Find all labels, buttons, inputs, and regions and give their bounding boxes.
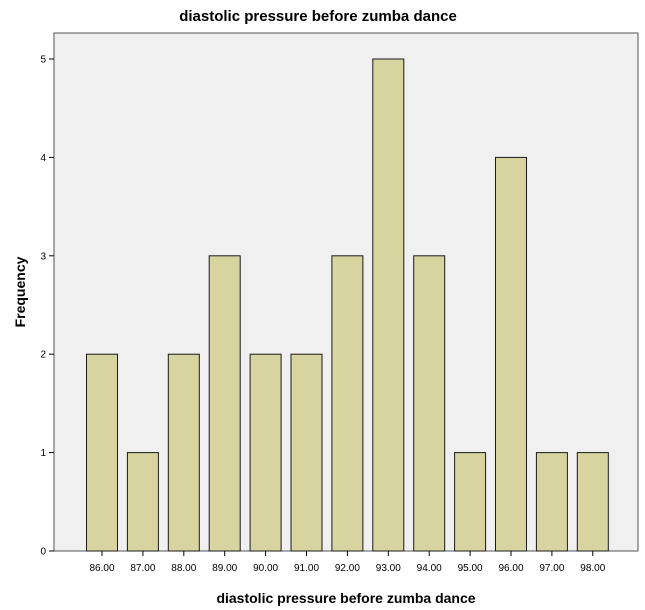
x-tick-label: 89.00 <box>212 563 237 574</box>
x-tick-label: 95.00 <box>458 563 483 574</box>
x-tick-label: 88.00 <box>171 563 196 574</box>
bar-90.00 <box>249 353 282 552</box>
bar-97.00 <box>535 452 568 552</box>
bar-92.00 <box>331 255 364 552</box>
x-tick-label: 91.00 <box>294 563 319 574</box>
x-axis-title: diastolic pressure before zumba dance <box>216 590 475 606</box>
bar-91.00 <box>290 353 323 552</box>
bar-98.00 <box>576 452 609 552</box>
x-tick-label: 96.00 <box>498 563 523 574</box>
x-tick-label: 93.00 <box>376 563 401 574</box>
bar-89.00 <box>208 255 241 552</box>
bars-group <box>86 58 609 552</box>
bar-94.00 <box>413 255 446 552</box>
x-tick-label: 86.00 <box>89 563 114 574</box>
y-tick-label: 4 <box>40 153 46 164</box>
x-tick-label: 98.00 <box>580 563 605 574</box>
bar-86.00 <box>86 353 118 552</box>
chart-title: diastolic pressure before zumba dance <box>179 8 457 25</box>
x-tick-label: 87.00 <box>130 563 155 574</box>
x-axis: 86.00 87.00 88.00 89.00 90.00 91.00 92.00 93.00… <box>89 551 606 574</box>
bar-95.00 <box>454 452 487 552</box>
y-tick-label: 1 <box>40 448 46 459</box>
bar-96.00 <box>495 156 527 552</box>
x-tick-label: 94.00 <box>417 563 442 574</box>
y-tick-label: 2 <box>40 350 46 361</box>
bar-93.00 <box>372 58 405 552</box>
bar-88.00 <box>167 353 200 552</box>
x-tick-label: 90.00 <box>253 563 278 574</box>
y-tick-label: 3 <box>40 251 46 262</box>
y-axis: 0 1 2 3 4 5 <box>40 55 54 558</box>
x-tick-label: 97.00 <box>539 563 564 574</box>
bar-87.00 <box>126 452 159 552</box>
y-tick-label: 0 <box>40 547 46 558</box>
x-tick-label: 92.00 <box>335 563 360 574</box>
y-axis-title: Frequency <box>12 256 28 327</box>
y-tick-label: 5 <box>40 55 46 66</box>
